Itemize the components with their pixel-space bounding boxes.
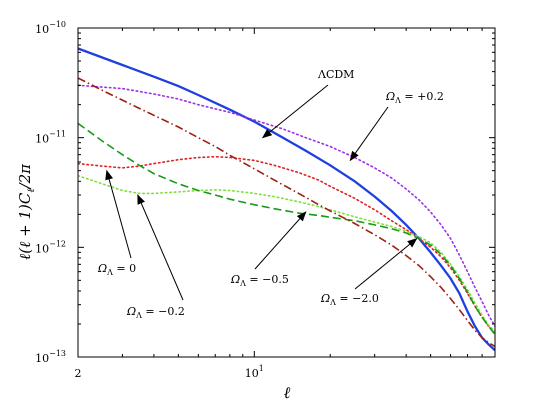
- y-tick-label: 10−12: [35, 239, 66, 255]
- y-axis-label: ℓ(ℓ + 1)Cℓ/2π: [16, 163, 37, 260]
- annotation-label: ΩΛ = −0.2: [126, 305, 185, 320]
- series-line-2: [78, 155, 495, 333]
- series-line-1: [78, 84, 495, 328]
- x-axis-label: ℓ: [284, 383, 291, 402]
- annotation-arrow: [349, 106, 389, 162]
- annotation-arrow: [137, 194, 184, 301]
- y-tick-label: 10−10: [35, 20, 66, 36]
- x-tick-label: 2: [75, 367, 82, 380]
- plot-background: [78, 28, 495, 357]
- annotation-arrow: [354, 238, 418, 290]
- y-tick-label: 10−13: [35, 349, 66, 365]
- curves: [78, 47, 495, 352]
- y-axis-label-main: ℓ(ℓ + 1)C: [16, 192, 34, 260]
- annotation-label: ΛCDM: [317, 68, 354, 81]
- series-line-5: [78, 77, 495, 348]
- annotation-label: ΩΛ = −2.0: [320, 292, 379, 307]
- annotation-label: ΩΛ = 0: [97, 262, 136, 277]
- plot-frame: [77, 27, 496, 358]
- axes: 10−13 10−12 10−11 10−10 2 101: [35, 20, 496, 380]
- y-axis-label-tail: /2π: [16, 163, 34, 191]
- annotation-label: ΩΛ = +0.2: [385, 90, 444, 105]
- annotations: ΛCDM ΩΛ = +0.2 ΩΛ = 0 ΩΛ = −0.2 ΩΛ = −0.5 ΩΛ …: [97, 68, 444, 320]
- x-tick-label: 101: [245, 364, 264, 380]
- annotation-arrow: [261, 84, 329, 139]
- y-tick-label: 10−11: [35, 130, 66, 146]
- series-line-3: [78, 174, 495, 333]
- y-axis-label-sub: ℓ: [26, 188, 37, 192]
- annotation-arrow: [254, 211, 307, 270]
- series-line-0: [78, 47, 495, 352]
- plot-area: [78, 28, 495, 357]
- annotation-label: ΩΛ = −0.5: [230, 273, 289, 288]
- annotation-arrow: [105, 169, 132, 259]
